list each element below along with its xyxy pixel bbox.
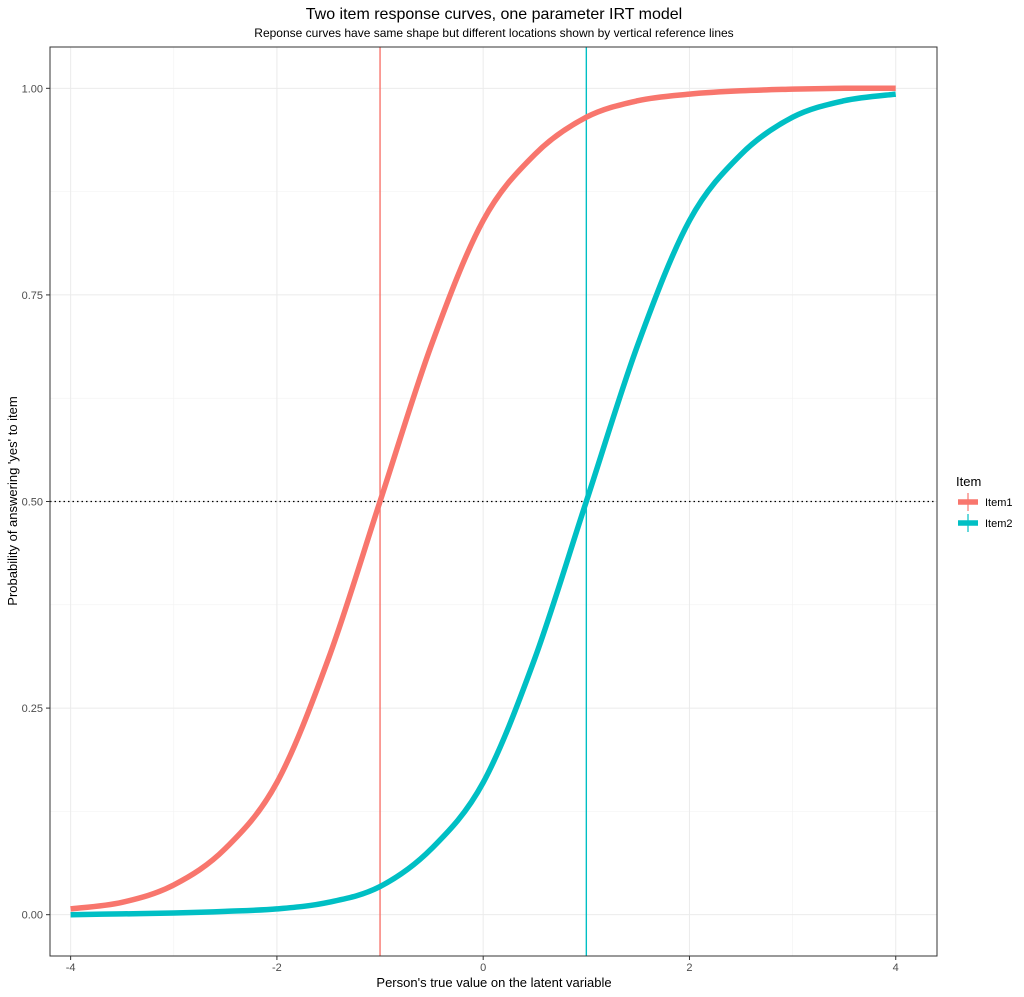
legend: Item Item1 Item2 bbox=[956, 474, 1013, 532]
y-axis-ticks: 0.00 0.25 0.50 0.75 1.00 bbox=[22, 83, 50, 922]
legend-title: Item bbox=[956, 474, 981, 489]
x-tick-label: 2 bbox=[686, 962, 692, 974]
x-axis-title: Person's true value on the latent variab… bbox=[376, 975, 611, 990]
x-axis-ticks: -4 -2 0 2 4 bbox=[66, 956, 899, 974]
x-tick-label: -4 bbox=[66, 962, 76, 974]
y-tick-label: 0.00 bbox=[22, 910, 43, 922]
x-tick-label: 0 bbox=[480, 962, 486, 974]
legend-label: Item1 bbox=[985, 497, 1013, 509]
y-tick-label: 1.00 bbox=[22, 83, 43, 95]
y-tick-label: 0.50 bbox=[22, 497, 43, 509]
series-lines bbox=[70, 85, 897, 918]
plot-panel bbox=[49, 46, 938, 957]
chart-subtitle: Reponse curves have same shape but diffe… bbox=[254, 26, 733, 40]
x-tick-label: 4 bbox=[893, 962, 899, 974]
series-line-item1 bbox=[70, 85, 896, 912]
legend-items: Item1 Item2 bbox=[958, 493, 1013, 532]
x-tick-label: -2 bbox=[272, 962, 282, 974]
chart-title: Two item response curves, one parameter … bbox=[306, 6, 682, 23]
y-tick-label: 0.75 bbox=[22, 290, 43, 302]
y-axis-title: Probability of answering 'yes' to item bbox=[5, 396, 20, 605]
series-line-item2 bbox=[70, 91, 897, 918]
y-tick-label: 0.25 bbox=[22, 703, 43, 715]
legend-label: Item2 bbox=[985, 518, 1013, 530]
